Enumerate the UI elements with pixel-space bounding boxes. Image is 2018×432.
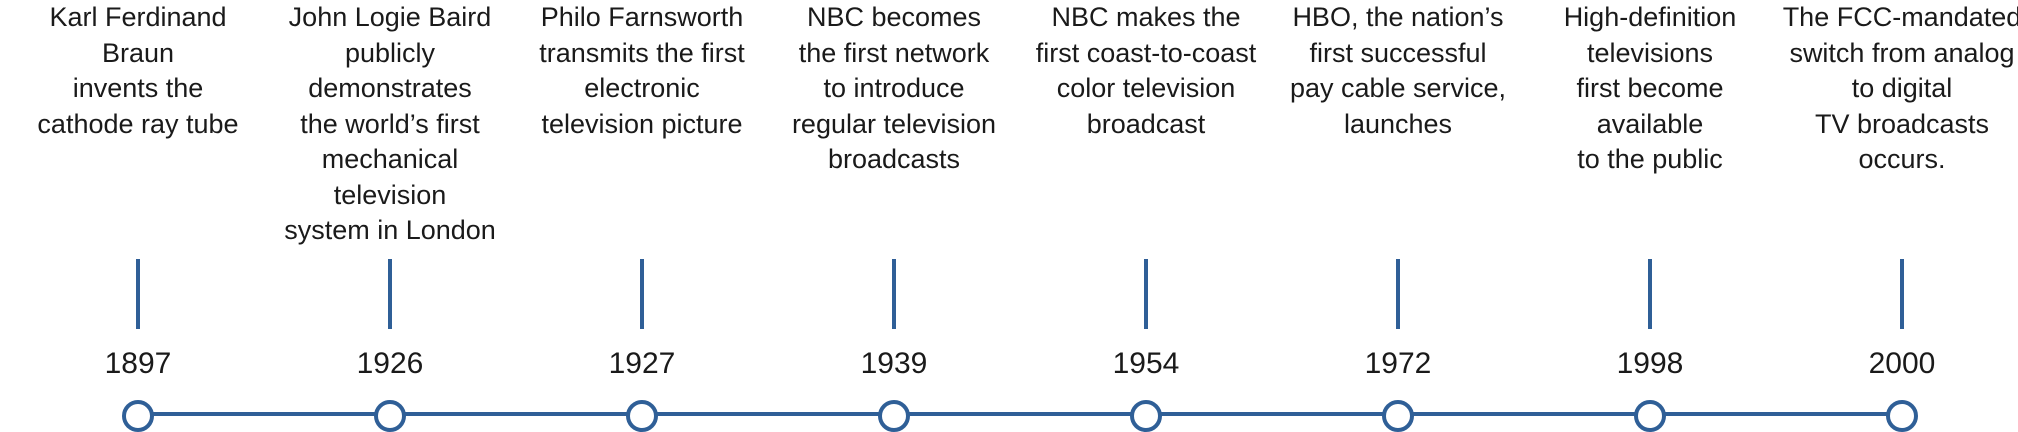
event-circle-marker — [1886, 400, 1918, 432]
event-tick-mark — [1144, 259, 1148, 329]
event-tick-mark — [388, 259, 392, 329]
event-description: The FCC-mandated switch from analog to d… — [1782, 2, 2018, 174]
event-tick-mark — [1396, 259, 1400, 329]
event-circle-marker — [1634, 400, 1666, 432]
event-description: NBC makes the first coast-to-coast color… — [1035, 2, 1257, 139]
event-description: Philo Farnsworth transmits the first ele… — [539, 2, 745, 139]
event-description: High-definition televisions first become… — [1563, 2, 1737, 174]
event-circle-marker — [122, 400, 154, 432]
event-year: 1926 — [356, 347, 424, 380]
timeline-event-1998: High-definition televisions first become… — [1524, 0, 1776, 432]
timeline-event-1954: NBC makes the first coast-to-coast color… — [1020, 0, 1272, 432]
event-year: 1927 — [608, 347, 676, 380]
timeline-event-1972: HBO, the nation’s first successful pay c… — [1272, 0, 1524, 432]
timeline-event-1939: NBC becomes the first network to introdu… — [768, 0, 1020, 432]
event-year: 1972 — [1364, 347, 1432, 380]
event-tick-mark — [1648, 259, 1652, 329]
event-circle-marker — [1382, 400, 1414, 432]
event-circle-marker — [374, 400, 406, 432]
event-tick-mark — [136, 259, 140, 329]
event-year: 1998 — [1616, 347, 1684, 380]
event-description: NBC becomes the first network to introdu… — [791, 2, 997, 174]
event-year: 2000 — [1868, 347, 1936, 380]
event-year: 1897 — [104, 347, 172, 380]
event-description: HBO, the nation’s first successful pay c… — [1289, 2, 1507, 139]
event-tick-mark — [640, 259, 644, 329]
timeline-axis-line — [138, 412, 1902, 416]
timeline-event-1897: Karl Ferdinand Braun invents the cathode… — [12, 0, 264, 432]
timeline-event-1926: John Logie Baird publicly demonstrates t… — [264, 0, 516, 432]
event-circle-marker — [878, 400, 910, 432]
event-year: 1939 — [860, 347, 928, 380]
event-tick-mark — [892, 259, 896, 329]
event-description: John Logie Baird publicly demonstrates t… — [284, 2, 496, 245]
event-circle-marker — [626, 400, 658, 432]
timeline-event-2000: The FCC-mandated switch from analog to d… — [1776, 0, 2018, 432]
timeline-event-1927: Philo Farnsworth transmits the first ele… — [516, 0, 768, 432]
event-year: 1954 — [1112, 347, 1180, 380]
event-circle-marker — [1130, 400, 1162, 432]
event-tick-mark — [1900, 259, 1904, 329]
event-description: Karl Ferdinand Braun invents the cathode… — [37, 2, 239, 139]
